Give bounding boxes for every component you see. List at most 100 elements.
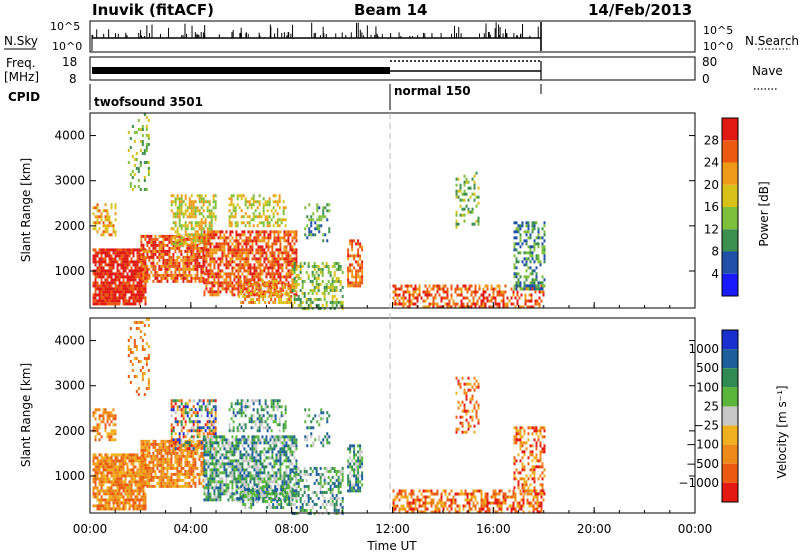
heatmap-cell bbox=[269, 221, 271, 224]
heatmap-cell bbox=[419, 285, 421, 288]
heatmap-cell bbox=[170, 482, 172, 485]
heatmap-cell bbox=[125, 248, 127, 251]
heatmap-cell bbox=[97, 462, 99, 465]
heatmap-cell bbox=[526, 269, 528, 272]
heatmap-cell bbox=[196, 250, 198, 253]
heatmap-cell bbox=[229, 221, 231, 224]
heatmap-cell bbox=[193, 233, 195, 236]
heatmap-cell bbox=[105, 456, 107, 459]
heatmap-cell bbox=[433, 300, 435, 303]
heatmap-cell bbox=[393, 285, 395, 288]
heatmap-cell bbox=[256, 292, 258, 295]
heatmap-cell bbox=[359, 278, 361, 281]
heatmap-cell bbox=[241, 233, 243, 236]
heatmap-cell bbox=[241, 435, 243, 438]
heatmap-cell bbox=[192, 473, 194, 476]
heatmap-cell bbox=[140, 256, 142, 259]
heatmap-cell bbox=[258, 301, 260, 304]
heatmap-cell bbox=[263, 209, 265, 212]
heatmap-cell bbox=[535, 303, 537, 306]
heatmap-cell bbox=[154, 449, 156, 452]
heatmap-cell bbox=[516, 236, 518, 239]
heatmap-cell bbox=[233, 254, 235, 257]
heatmap-cell bbox=[142, 482, 144, 485]
heatmap-cell bbox=[353, 281, 355, 284]
heatmap-cell bbox=[469, 300, 471, 303]
heatmap-cell bbox=[166, 473, 168, 476]
heatmap-cell bbox=[179, 441, 181, 444]
heatmap-cell bbox=[148, 250, 150, 253]
heatmap-cell bbox=[275, 459, 277, 462]
heatmap-cell bbox=[99, 468, 101, 471]
heatmap-cell bbox=[192, 482, 194, 485]
heatmap-cell bbox=[241, 462, 243, 465]
heatmap-cell bbox=[211, 254, 213, 257]
heatmap-cell bbox=[275, 480, 277, 483]
heatmap-cell bbox=[135, 465, 137, 468]
heatmap-cell bbox=[196, 271, 198, 274]
heatmap-cell bbox=[197, 230, 199, 233]
heatmap-cell bbox=[269, 203, 271, 206]
heatmap-cell bbox=[219, 492, 221, 495]
heatmap-cell bbox=[188, 259, 190, 262]
heatmap-cell bbox=[514, 248, 516, 251]
heatmap-cell bbox=[180, 259, 182, 262]
heatmap-cell bbox=[235, 438, 237, 441]
heatmap-cell bbox=[142, 476, 144, 479]
heatmap-cell bbox=[145, 302, 147, 305]
heatmap-cell bbox=[160, 241, 162, 244]
heatmap-cell bbox=[262, 280, 264, 283]
heatmap-cell bbox=[474, 175, 476, 178]
heatmap-cell bbox=[144, 149, 146, 152]
heatmap-cell bbox=[213, 212, 215, 215]
heatmap-cell bbox=[273, 477, 275, 480]
heatmap-cell bbox=[139, 483, 141, 486]
heatmap-cell bbox=[101, 453, 103, 456]
heatmap-cell bbox=[217, 468, 219, 471]
heatmap-cell bbox=[503, 300, 505, 303]
heatmap-cell bbox=[308, 218, 310, 221]
heatmap-cell bbox=[113, 453, 115, 456]
heatmap-cell bbox=[283, 453, 285, 456]
heatmap-cell bbox=[137, 489, 139, 492]
heatmap-cell bbox=[171, 227, 173, 230]
heatmap-cell bbox=[137, 468, 139, 471]
heatmap-cell bbox=[201, 230, 203, 233]
heatmap-cell bbox=[168, 443, 170, 446]
heatmap-cell bbox=[95, 302, 97, 305]
heatmap-cell bbox=[205, 239, 207, 242]
cpid-mode-twofsound: twofsound 3501 bbox=[94, 95, 203, 109]
heatmap-cell bbox=[170, 256, 172, 259]
heatmap-cell bbox=[139, 260, 141, 263]
heatmap-cell bbox=[217, 480, 219, 483]
heatmap-cell bbox=[243, 480, 245, 483]
heatmap-cell bbox=[105, 492, 107, 495]
heatmap-cell bbox=[242, 289, 244, 292]
heatmap-cell bbox=[273, 230, 275, 233]
heatmap-cell bbox=[353, 257, 355, 260]
heatmap-cell bbox=[534, 224, 536, 227]
freq-label-unit: [MHz] bbox=[4, 70, 39, 84]
heatmap-cell bbox=[194, 277, 196, 280]
heatmap-cell bbox=[180, 268, 182, 271]
heatmap-cell bbox=[172, 259, 174, 262]
heatmap-cell bbox=[215, 230, 217, 233]
heatmap-cell bbox=[187, 233, 189, 236]
heatmap-cell bbox=[245, 269, 247, 272]
heatmap-cell bbox=[240, 286, 242, 289]
heatmap-cell bbox=[129, 281, 131, 284]
heatmap-cell bbox=[95, 296, 97, 299]
heatmap-cell bbox=[237, 257, 239, 260]
heatmap-cell bbox=[361, 281, 363, 284]
heatmap-cell bbox=[105, 498, 107, 501]
heatmap-cell bbox=[522, 242, 524, 245]
heatmap-cell bbox=[251, 248, 253, 251]
heatmap-cell bbox=[223, 444, 225, 447]
heatmap-cell bbox=[95, 504, 97, 507]
heatmap-cell bbox=[207, 423, 209, 426]
heatmap-cell bbox=[131, 456, 133, 459]
heatmap-cell bbox=[291, 281, 293, 284]
heatmap-cell bbox=[217, 290, 219, 293]
heatmap-cell bbox=[531, 294, 533, 297]
heatmap-cell bbox=[530, 248, 532, 251]
